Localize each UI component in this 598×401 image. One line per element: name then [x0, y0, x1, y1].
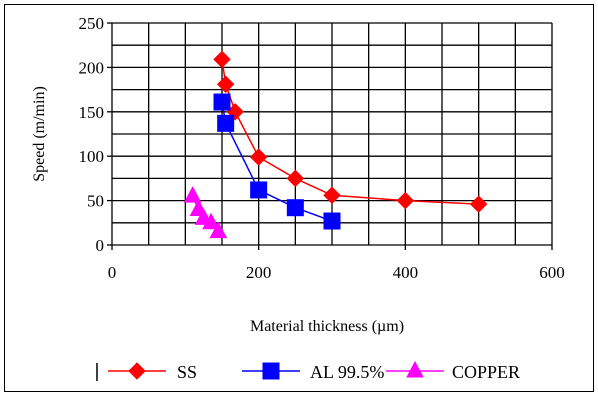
y-tick-label: 150 — [79, 103, 105, 122]
y-axis-title: Speed (m/min) — [31, 86, 48, 182]
data-point-ss — [249, 148, 268, 166]
data-point-ss — [216, 75, 235, 93]
legend-label: SS — [177, 362, 197, 382]
data-point-al-99-5 — [250, 181, 268, 199]
legend-label: COPPER — [452, 362, 520, 382]
data-point-copper — [202, 212, 220, 230]
y-tick-label: 0 — [96, 236, 105, 255]
data-point-ss — [213, 50, 231, 69]
y-tick-label: 50 — [87, 192, 104, 211]
x-tick-label: 600 — [539, 263, 565, 282]
y-tick-label: 250 — [79, 14, 105, 33]
legend-item-al-99-5: AL 99.5% — [242, 362, 384, 382]
legend-label: AL 99.5% — [310, 362, 384, 382]
data-point-al-99-5 — [286, 199, 304, 217]
data-point-ss — [286, 169, 305, 188]
y-tick-label: 100 — [79, 147, 105, 166]
plot-grid — [111, 22, 553, 246]
x-tick-label: 400 — [393, 263, 419, 282]
data-point-ss — [396, 191, 415, 210]
x-tick-label: 200 — [246, 263, 272, 282]
chart-frame — [4, 4, 594, 392]
legend-marker — [262, 362, 280, 380]
data-point-ss — [323, 186, 341, 204]
series-copper — [183, 186, 228, 239]
x-axis-title: Material thickness (µm) — [250, 318, 404, 335]
legend-marker — [406, 360, 424, 378]
data-point-copper — [183, 186, 202, 203]
data-point-copper — [209, 221, 228, 239]
data-point-al-99-5 — [213, 93, 231, 111]
y-tick-label: 200 — [79, 58, 105, 77]
series-layer — [183, 50, 488, 239]
series-line-al-99-5 — [221, 101, 333, 222]
series-ss — [213, 50, 488, 213]
axis-ticks: 0 50 100 150 200 250 0 200 400 600 — [79, 14, 565, 282]
series-al-99-5 — [213, 93, 341, 230]
data-point-al-99-5 — [323, 212, 341, 230]
data-point-al-99-5 — [217, 114, 235, 132]
legend-item-copper: COPPER — [386, 360, 520, 382]
x-tick-label: 0 — [108, 263, 117, 282]
chart-legend: SS AL 99.5% COPPER — [96, 360, 520, 382]
data-point-ss — [469, 195, 488, 213]
legend-marker — [128, 362, 146, 380]
legend-item-ss: SS — [108, 362, 197, 382]
